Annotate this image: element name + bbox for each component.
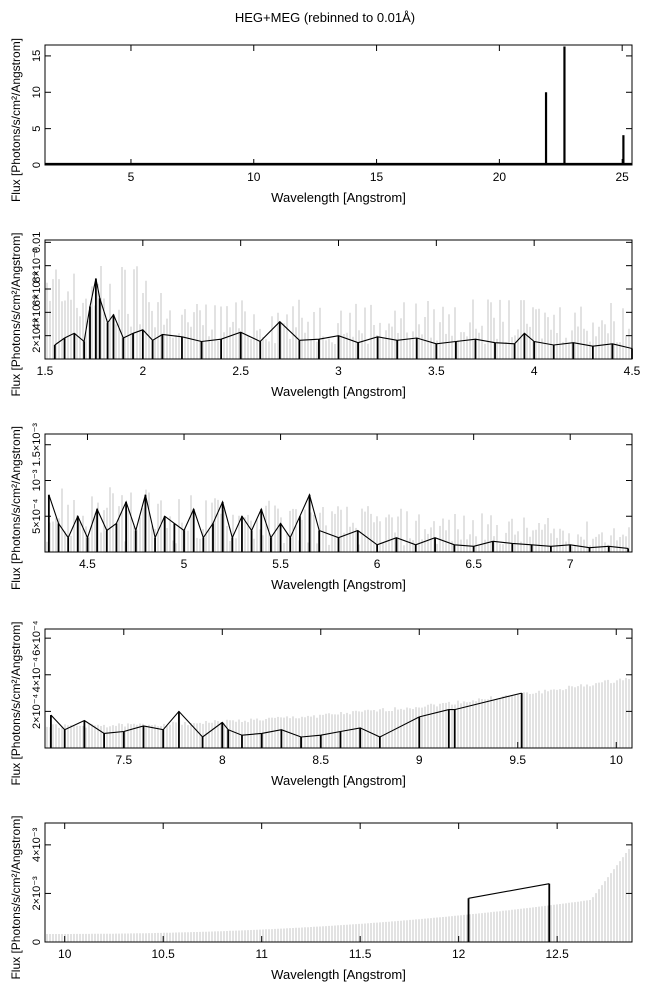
p5-ytick-label: 2×10⁻³ <box>31 876 43 911</box>
p1-ytick-label: 15 <box>31 50 43 62</box>
p1-xtick-label: 25 <box>615 170 629 184</box>
p3-xtick-label: 4.5 <box>79 557 96 571</box>
p3-frame <box>44 433 633 553</box>
p3-xtick-label: 7 <box>567 557 574 571</box>
p1-xtick-label: 5 <box>128 170 135 184</box>
p5-error-bars <box>46 849 630 942</box>
p1-frame <box>44 44 633 166</box>
p5-ytick-label: 0 <box>31 939 43 945</box>
p2-xtick-label: 2 <box>139 364 146 378</box>
p2-xtick-label: 2.5 <box>232 364 249 378</box>
p2-ytick-label: 0.01 <box>31 232 43 253</box>
p5-xtick-label: 10.5 <box>152 947 176 961</box>
p4-xtick-label: 8.5 <box>312 753 329 767</box>
p5-xtick-label: 12.5 <box>545 947 569 961</box>
p2-ytick-label: 2×10⁻³ <box>31 318 43 353</box>
p3-xtick-label: 5.5 <box>272 557 289 571</box>
p1-xtick-label: 10 <box>247 170 261 184</box>
p2-ytick-label: 4×10⁻³ <box>31 295 43 330</box>
p5-xtick-label: 10 <box>58 947 72 961</box>
p4-xtick-label: 10 <box>610 753 624 767</box>
p5-series-line <box>468 883 550 899</box>
p4-xtick-label: 8 <box>219 753 226 767</box>
p1-ytick-label: 0 <box>31 162 43 168</box>
p5-xlabel: Wavelength [Angstrom] <box>271 967 406 982</box>
p5-xtick-label: 11 <box>255 947 268 961</box>
p1-xtick-label: 15 <box>370 170 384 184</box>
p2-ylabel: Flux [Photons/s/cm²/Angstrom] <box>9 232 23 396</box>
p2-series-line <box>54 278 633 350</box>
figure-title: HEG+MEG (rebinned to 0.01Å) <box>234 10 416 25</box>
p4-ytick-label: 2×10⁻⁴ <box>31 693 43 729</box>
p2-xtick-label: 4.5 <box>624 364 641 378</box>
p3-xlabel: Wavelength [Angstrom] <box>271 577 406 592</box>
p1-xlabel: Wavelength [Angstrom] <box>271 190 406 205</box>
p3-xtick-label: 6 <box>374 557 381 571</box>
p2-xtick-label: 4 <box>531 364 538 378</box>
p2-xtick-label: 3 <box>335 364 342 378</box>
p1-ytick-label: 5 <box>31 126 43 132</box>
p4-ytick-label: 6×10⁻⁴ <box>31 620 43 656</box>
p3-ytick-label: 5×10⁻⁴ <box>31 498 43 534</box>
p4-series-line <box>50 692 522 738</box>
p4-error-bars <box>46 677 630 748</box>
p2-ytick-label: 8×10⁻³ <box>31 248 43 283</box>
p4-ylabel: Flux [Photons/s/cm²/Angstrom] <box>9 621 23 785</box>
p2-xlabel: Wavelength [Angstrom] <box>271 384 406 399</box>
p4-xtick-label: 9 <box>416 753 423 767</box>
p5-ylabel: Flux [Photons/s/cm²/Angstrom] <box>9 815 23 979</box>
p5-frame <box>44 822 633 943</box>
p3-ytick-label: 1.5×10⁻³ <box>31 423 43 467</box>
p5-xtick-label: 12 <box>452 947 466 961</box>
p3-xtick-label: 6.5 <box>465 557 482 571</box>
p2-xtick-label: 3.5 <box>428 364 445 378</box>
p3-ytick-label: 10⁻³ <box>31 469 43 491</box>
p3-ylabel: Flux [Photons/s/cm²/Angstrom] <box>9 426 23 590</box>
p1-ytick-label: 10 <box>31 86 43 98</box>
p3-xtick-label: 5 <box>181 557 188 571</box>
p1-ylabel: Flux [Photons/s/cm²/Angstrom] <box>9 38 23 202</box>
p4-ytick-label: 4×10⁻⁴ <box>31 657 43 693</box>
p4-xlabel: Wavelength [Angstrom] <box>271 773 406 788</box>
p4-xtick-label: 9.5 <box>509 753 526 767</box>
p5-xtick-label: 11.5 <box>349 947 372 961</box>
p4-frame <box>44 628 633 749</box>
p2-ytick-label: 6×10⁻³ <box>31 272 43 307</box>
p2-xtick-label: 1.5 <box>37 364 54 378</box>
p1-xtick-label: 20 <box>493 170 507 184</box>
p5-ytick-label: 4×10⁻³ <box>31 827 43 862</box>
p4-xtick-label: 7.5 <box>115 753 132 767</box>
